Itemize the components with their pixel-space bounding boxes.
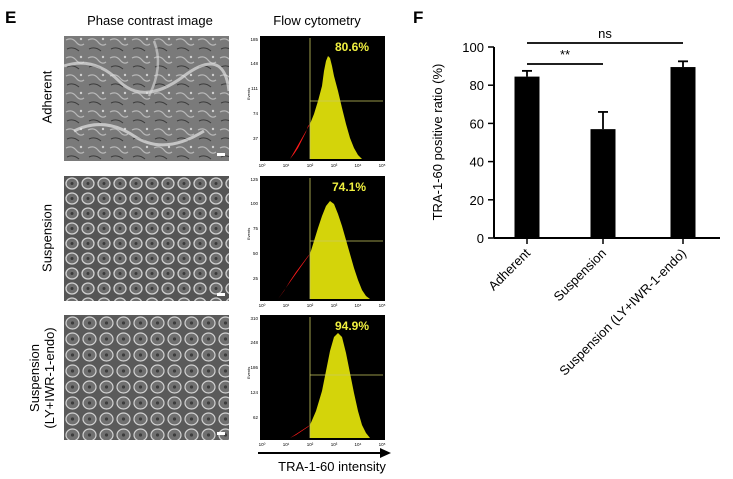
x-tick-label: Adherent [485,245,533,293]
flow-percent-adherent: 80.6% [335,40,369,54]
phase-image-adherent [64,36,229,161]
flow-histogram-suspension-ly: 94.9% [260,315,385,440]
x-tick-label: Suspension (LY+IWR-1-endo) [556,246,689,379]
flow-histogram-adherent: 80.6% [260,36,385,161]
flow-cytometry-title: Flow cytometry [273,13,361,28]
y-tick-label: 80 [470,78,484,93]
flow-xtick: 10³ [331,303,338,308]
flow-histogram-suspension: 74.1% [260,176,385,301]
flow-ytick: 125 [250,177,258,182]
flow-y-title: Events [246,367,251,379]
flow-xtick: 10⁴ [355,163,362,168]
flow-ytick: 62 [253,415,259,420]
flow-xtick: 10⁰ [259,163,266,168]
y-tick-label: 60 [470,116,484,131]
flow-xtick: 10² [307,303,314,308]
flow-percent-suspension-ly: 94.9% [335,319,369,333]
flow-ytick: 25 [253,276,259,281]
phase-image-suspension [64,176,229,301]
flow-ytick: 100 [250,201,258,206]
panel-f-letter: F [413,8,424,27]
flow-ytick: 248 [250,340,258,345]
flow-xtick: 10⁰ [259,303,266,308]
y-tick-label: 40 [470,155,484,170]
flow-ytick: 50 [253,251,259,256]
significance-label: ns [598,26,612,41]
y-tick-label: 0 [477,231,484,246]
phase-image-suspension-ly [64,315,229,440]
phase-contrast-title: Phase contrast image [87,13,213,28]
flow-ytick: 186 [250,365,258,370]
flow-xtick: 10³ [331,163,338,168]
flow-xtick: 10⁰ [259,442,266,447]
flow-xtick: 10⁴ [355,442,362,447]
flow-y-title: Events [246,88,251,100]
row-label-line: Suspension [39,204,55,272]
flow-x-ticks: 10⁰ 10¹ 10² 10³ 10⁴ 10⁵ 10⁰ 10¹ 10² 10³ … [259,163,386,447]
flow-xtick: 10² [307,442,314,447]
flow-xtick: 10⁵ [379,442,386,447]
bar [590,129,616,238]
row-label-line: Suspension [27,344,42,412]
x-tick-label: Suspension [550,246,609,305]
flow-axes-ticks: 185 148 111 74 37 125 100 75 50 25 310 2… [246,37,259,420]
flow-xtick: 10³ [331,442,338,447]
row-label-line: (LY+IWR-1-endo) [42,327,57,429]
bar [514,76,540,238]
flow-ytick: 124 [250,390,258,395]
flow-percent-suspension: 74.1% [332,180,366,194]
y-axis-label: TRA-1-60 positive ratio (%) [430,64,445,221]
flow-xtick: 10¹ [283,163,290,168]
flow-ytick: 185 [250,37,258,42]
bar-chart: TRA-1-60 positive ratio (%) 0 20 40 60 80 100… [430,26,720,379]
bar [670,67,696,239]
flow-xtick: 10⁴ [355,303,362,308]
flow-ytick: 310 [250,316,258,321]
flow-ytick: 74 [253,111,259,116]
flow-xtick: 10⁵ [379,303,386,308]
flow-xtick: 10⁵ [379,163,386,168]
intensity-arrow-icon [258,448,391,458]
flow-ytick: 111 [251,86,258,91]
panel-e-letter: E [5,8,17,27]
flow-y-title: Events [246,228,251,240]
flow-axis-label: TRA-1-60 intensity [278,459,386,474]
y-tick-label: 20 [470,193,484,208]
flow-ytick: 37 [253,136,259,141]
significance-label: ** [560,47,570,62]
flow-ytick: 148 [250,61,258,66]
flow-xtick: 10¹ [283,442,290,447]
flow-ytick: 75 [253,226,259,231]
flow-xtick: 10² [307,163,314,168]
flow-xtick: 10¹ [283,303,290,308]
y-tick-label: 100 [462,40,484,55]
row-label-line: Adherent [39,70,55,124]
